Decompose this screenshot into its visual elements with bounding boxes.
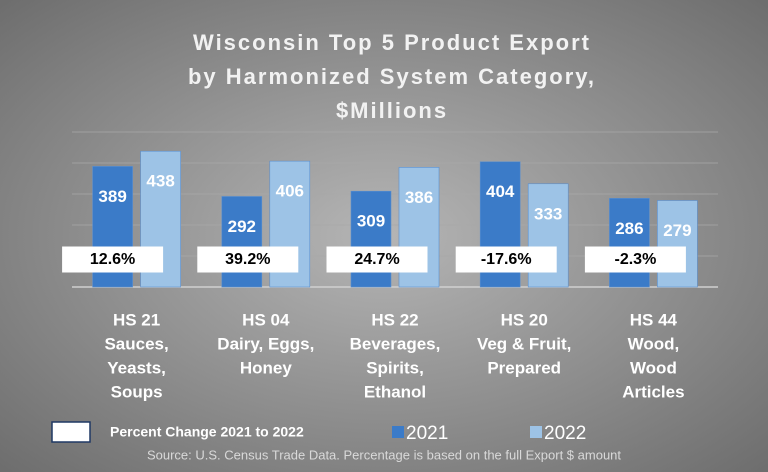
percent-label: -2.3% — [615, 251, 657, 268]
legend-swatch — [392, 426, 404, 438]
x-tick-label: Beverages, — [350, 334, 441, 353]
percent-label: 12.6% — [90, 251, 135, 268]
legend-label: Percent Change 2021 to 2022 — [110, 424, 304, 440]
bar — [609, 198, 650, 288]
x-tick-label: Wood — [630, 358, 677, 377]
value-label: 406 — [276, 182, 304, 201]
value-label: 292 — [228, 217, 256, 236]
x-tick-label: HS 22 — [371, 310, 418, 329]
value-label: 309 — [357, 212, 385, 231]
x-tick-label: Ethanol — [364, 382, 426, 401]
x-tick-label: Sauces, — [104, 334, 168, 353]
value-label: 404 — [486, 182, 515, 201]
x-tick-label: Dairy, Eggs, — [217, 334, 314, 353]
percent-box — [62, 246, 164, 273]
x-tick-label: HS 44 — [630, 310, 678, 329]
legend-swatch — [530, 426, 542, 438]
percent-box — [455, 246, 557, 273]
legend-label: 2021 — [406, 423, 448, 444]
percent-box — [326, 246, 428, 273]
x-tick-label: Honey — [240, 358, 293, 377]
x-tick-label: Yeasts, — [107, 358, 166, 377]
value-label: 286 — [615, 219, 643, 238]
value-label: 389 — [98, 187, 126, 206]
value-label: 333 — [534, 204, 562, 223]
x-tick-label: Wood, — [628, 334, 680, 353]
value-label: 386 — [405, 188, 433, 207]
chart-title: Wisconsin Top 5 Product Export — [193, 30, 591, 55]
chart-title: $Millions — [336, 98, 448, 123]
x-tick-label: HS 21 — [113, 310, 160, 329]
percent-label: 24.7% — [354, 251, 399, 268]
legend-label: 2022 — [544, 423, 586, 444]
x-tick-label: Spirits, — [366, 358, 424, 377]
x-tick-label: Articles — [622, 382, 684, 401]
bar — [350, 190, 392, 288]
legend-swatch — [51, 421, 91, 443]
x-tick-label: HS 20 — [501, 310, 548, 329]
source-note: Source: U.S. Census Trade Data. Percenta… — [147, 447, 621, 462]
percent-box — [584, 246, 686, 273]
value-label: 438 — [146, 172, 174, 191]
x-tick-label: Soups — [111, 382, 163, 401]
value-label: 279 — [663, 221, 691, 240]
x-tick-label: Prepared — [487, 358, 561, 377]
chart-title: by Harmonized System Category, — [188, 64, 596, 89]
percent-label: 39.2% — [225, 251, 270, 268]
percent-box — [197, 246, 299, 273]
x-tick-label: HS 04 — [242, 310, 290, 329]
bar — [657, 200, 698, 288]
bar — [221, 196, 263, 288]
x-tick-label: Veg & Fruit, — [477, 334, 571, 353]
percent-label: -17.6% — [481, 251, 532, 268]
